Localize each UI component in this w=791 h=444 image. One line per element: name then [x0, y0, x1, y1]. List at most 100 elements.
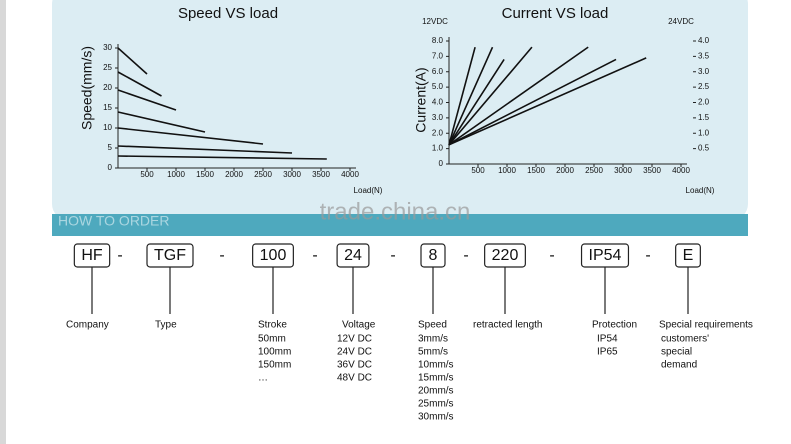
x-tick-label: 1500: [196, 170, 214, 179]
field-item: customers': [661, 334, 709, 345]
series-line: [448, 59, 505, 146]
y-tick-label: 6.0: [432, 67, 444, 76]
x-axis-label: Load(N): [354, 186, 383, 195]
x-tick-label: 1000: [498, 166, 516, 175]
field-item: 15mm/s: [418, 373, 454, 384]
field-label: Voltage: [342, 320, 376, 331]
series-line: [117, 127, 264, 145]
field-item: 30mm/s: [418, 412, 454, 423]
x-tick-label: 3500: [643, 166, 661, 175]
code-text: 8: [429, 247, 438, 264]
chart-title: Speed VS load: [178, 5, 278, 22]
separator: -: [117, 247, 122, 264]
y-tick-label: 20: [103, 83, 112, 92]
field-item: …: [258, 373, 268, 384]
y-tick-label: 10: [103, 123, 112, 132]
y-tick-label: 0: [108, 163, 113, 172]
x-axis-label: Load(N): [686, 186, 715, 195]
x-tick-label: 500: [140, 170, 154, 179]
field-item: 24V DC: [337, 347, 372, 358]
series-line: [448, 57, 647, 146]
field-label: Stroke: [258, 320, 287, 331]
field-item: 25mm/s: [418, 399, 454, 410]
y-tick-label: 30: [103, 43, 112, 52]
y-tick-label: 2.0: [432, 128, 444, 137]
banner-text: HOW TO ORDER: [58, 213, 170, 229]
field-label: Company: [66, 320, 109, 331]
field-item: 10mm/s: [418, 360, 454, 371]
series-line: [117, 47, 148, 75]
series-line: [448, 46, 589, 146]
separator: -: [390, 247, 395, 264]
field-label: Protection: [592, 320, 637, 331]
separator: -: [549, 247, 554, 264]
x-tick-label: 1000: [167, 170, 185, 179]
y2-tick-label: 1.0: [698, 128, 710, 137]
y-tick-label: 4.0: [432, 98, 444, 107]
series-line: [117, 71, 162, 97]
y-tick-label: 8.0: [432, 36, 444, 45]
y2-tick-label: 3.5: [698, 51, 710, 60]
x-tick-label: 4000: [341, 170, 359, 179]
code-text: IP54: [589, 247, 622, 264]
field-item: 5mm/s: [418, 347, 448, 358]
field-item: 100mm: [258, 347, 291, 358]
chart-title: Current VS load: [502, 5, 609, 22]
y-tick-label: 25: [103, 63, 112, 72]
y-axis-title: 12VDC: [422, 17, 448, 26]
series-line: [117, 155, 327, 160]
separator: -: [463, 247, 468, 264]
watermark: trade.china.cn: [320, 198, 471, 225]
separator: -: [645, 247, 650, 264]
code-text: TGF: [154, 247, 186, 264]
separator: -: [312, 247, 317, 264]
series-line: [448, 46, 494, 146]
code-text: 24: [344, 247, 362, 264]
field-label: Speed: [418, 320, 447, 331]
series-line: [448, 46, 476, 145]
x-tick-label: 2500: [585, 166, 603, 175]
field-item: 36V DC: [337, 360, 372, 371]
y-tick-label: 7.0: [432, 51, 444, 60]
code-text: 100: [260, 247, 287, 264]
x-tick-label: 4000: [672, 166, 690, 175]
y2-tick-label: 2.0: [698, 98, 710, 107]
x-tick-label: 2000: [556, 166, 574, 175]
y2-tick-label: 2.5: [698, 82, 710, 91]
y-tick-label: 5.0: [432, 82, 444, 91]
chart-panel: [52, 0, 748, 220]
x-tick-label: 3000: [614, 166, 632, 175]
field-item: 20mm/s: [418, 386, 454, 397]
series-line: [448, 58, 617, 146]
y2-axis-title: 24VDC: [668, 17, 694, 26]
x-tick-label: 1500: [527, 166, 545, 175]
y2-tick-label: 0.5: [698, 144, 710, 153]
field-item: 12V DC: [337, 334, 372, 345]
y2-tick-label: 1.5: [698, 113, 710, 122]
field-item: 50mm: [258, 334, 286, 345]
code-text: 220: [492, 247, 519, 264]
y-tick-label: 5: [108, 143, 113, 152]
x-tick-label: 3000: [283, 170, 301, 179]
field-label: Special requirements: [659, 320, 753, 331]
field-item: demand: [661, 360, 697, 371]
y-tick-label: 1.0: [432, 144, 444, 153]
series-line: [448, 46, 533, 146]
field-item: 150mm: [258, 360, 291, 371]
field-item: special: [661, 347, 692, 358]
x-tick-label: 3500: [312, 170, 330, 179]
y-tick-label: 0: [439, 159, 444, 168]
y-tick-label: 3.0: [432, 113, 444, 122]
series-line: [117, 145, 293, 154]
y2-tick-label: 4.0: [698, 36, 710, 45]
field-item: 3mm/s: [418, 334, 448, 345]
field-item: IP65: [597, 347, 618, 358]
y2-tick-label: 3.0: [698, 67, 710, 76]
x-tick-label: 2500: [254, 170, 272, 179]
y-tick-label: 15: [103, 103, 112, 112]
field-item: IP54: [597, 334, 618, 345]
code-text: E: [683, 247, 694, 264]
y-axis-label: Current(A): [413, 67, 429, 132]
x-tick-label: 2000: [225, 170, 243, 179]
